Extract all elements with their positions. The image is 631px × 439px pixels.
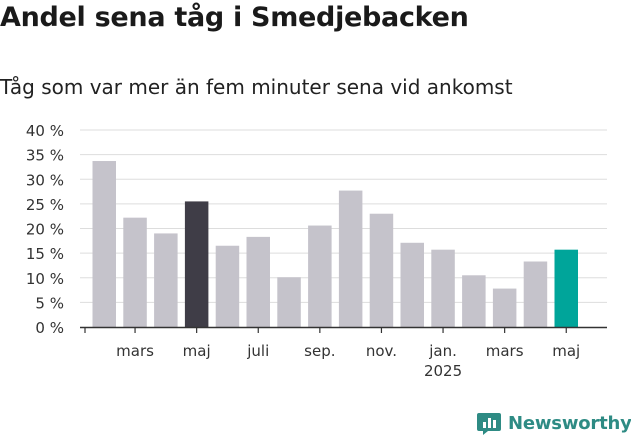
bar-2024-03	[123, 217, 147, 327]
y-tick-label: 10 %	[26, 270, 64, 288]
bar-2024-02	[92, 161, 116, 327]
bar-2024-12	[400, 242, 424, 327]
bar-2024-10	[338, 190, 363, 327]
bar-2025-03	[492, 288, 517, 327]
x-tick-label: mars	[116, 342, 154, 360]
y-tick-label: 20 %	[26, 221, 64, 239]
x-tick-label: mars	[486, 342, 524, 360]
x-tick-label: maj	[552, 342, 580, 360]
newsworthy-logo-icon	[477, 413, 501, 435]
y-tick-label: 35 %	[26, 147, 64, 165]
x-tick-label: maj	[183, 342, 211, 360]
chart-title: Andel sena tåg i Smedjebacken	[0, 2, 469, 33]
x-tick-label: sep.	[304, 342, 335, 360]
y-tick-label: 5 %	[35, 294, 64, 312]
bar-2024-09	[308, 225, 332, 327]
bar-2025-01	[431, 249, 455, 327]
brand-logo: Newsworthy	[476, 408, 631, 438]
bar-2024-04	[154, 233, 178, 327]
y-tick-label: 30 %	[26, 171, 64, 189]
y-tick-label: 25 %	[26, 196, 64, 214]
x-tick-sublabel: 2025	[424, 362, 462, 380]
x-tick-label: juli	[246, 342, 269, 360]
bar-2025-04	[523, 261, 548, 327]
x-tick-label: nov.	[366, 342, 397, 360]
x-tick-label: jan.	[428, 342, 457, 360]
bar-2025-02	[462, 275, 486, 327]
y-tick-label: 40 %	[26, 122, 64, 140]
brand-name: Newsworthy	[508, 412, 631, 434]
y-tick-label: 15 %	[26, 245, 64, 263]
bar-2024-06	[215, 245, 240, 327]
chart-subtitle: Tåg som var mer än fem minuter sena vid …	[0, 75, 513, 99]
bar-2025-05	[554, 249, 578, 327]
y-tick-label: 0 %	[35, 319, 64, 337]
bar-2024-05	[184, 201, 209, 327]
bar-2024-07	[246, 236, 270, 327]
bar-2024-11	[369, 213, 394, 327]
bar-2024-08	[277, 277, 301, 327]
